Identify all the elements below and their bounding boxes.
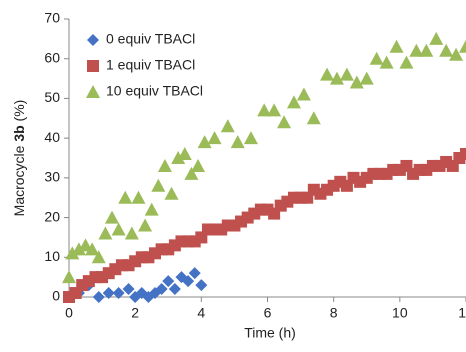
x-tick-label: 12 (458, 305, 466, 321)
marker-diamond (87, 34, 99, 46)
marker-diamond (122, 283, 135, 296)
legend-label: 0 equiv TBACl (106, 31, 195, 47)
marker-triangle (184, 166, 199, 180)
marker-diamond (182, 275, 195, 288)
marker-triangle (118, 190, 133, 204)
marker-triangle (105, 210, 120, 224)
y-tick-label: 40 (44, 129, 60, 145)
marker-triangle (197, 135, 212, 149)
marker-triangle (86, 85, 100, 98)
y-tick-label: 20 (44, 208, 60, 224)
marker-triangle (369, 51, 384, 65)
marker-triangle (277, 115, 292, 129)
y-label-part: (%) (11, 100, 27, 126)
y-tick-label: 60 (44, 49, 60, 65)
marker-triangle (191, 158, 206, 172)
y-tick-label: 30 (44, 169, 60, 185)
marker-triangle (157, 158, 172, 172)
marker-diamond (92, 291, 105, 303)
marker-square (149, 247, 162, 260)
marker-triangle (78, 238, 93, 252)
marker-square (460, 148, 466, 161)
marker-triangle (177, 147, 192, 161)
marker-triangle (220, 119, 235, 133)
marker-triangle (349, 75, 364, 89)
x-tick-label: 10 (392, 305, 408, 321)
marker-triangle (320, 67, 335, 81)
marker-triangle (449, 47, 464, 61)
marker-triangle (151, 178, 166, 192)
marker-triangle (124, 226, 139, 240)
x-axis-label: Time (h) (244, 325, 296, 341)
marker-square (135, 251, 148, 264)
marker-square (142, 251, 155, 264)
marker-triangle (389, 39, 404, 53)
y-label-part: 3b (11, 125, 27, 141)
marker-triangle (230, 135, 245, 149)
y-tick-label: 70 (44, 10, 60, 26)
marker-triangle (399, 55, 414, 69)
marker-diamond (112, 287, 125, 300)
marker-triangle (267, 103, 282, 117)
x-tick-label: 2 (131, 305, 139, 321)
marker-triangle (98, 226, 113, 240)
marker-diamond (195, 279, 208, 292)
marker-triangle (429, 31, 444, 45)
marker-triangle (243, 131, 258, 145)
marker-triangle (171, 151, 186, 164)
marker-diamond (102, 287, 115, 300)
marker-triangle (296, 87, 311, 101)
marker-triangle (409, 43, 424, 57)
marker-triangle (306, 111, 321, 125)
y-label-part: Macrocycle (11, 142, 27, 217)
x-tick-label: 6 (264, 305, 272, 321)
x-tick-label: 4 (197, 305, 205, 321)
x-tick-label: 0 (65, 305, 73, 321)
y-axis-label: Macrocycle 3b (%) (11, 100, 27, 217)
marker-triangle (439, 43, 454, 57)
marker-diamond (168, 283, 181, 296)
marker-diamond (188, 267, 201, 280)
marker-triangle (85, 242, 100, 256)
marker-square (87, 60, 99, 72)
marker-triangle (91, 250, 106, 264)
x-tick-label: 8 (330, 305, 338, 321)
legend-label: 1 equiv TBACl (106, 57, 195, 73)
marker-triangle (65, 246, 80, 260)
marker-triangle (419, 43, 434, 57)
marker-triangle (207, 131, 222, 145)
y-tick-label: 50 (44, 89, 60, 105)
marker-triangle (286, 95, 301, 109)
marker-triangle (459, 39, 466, 53)
y-tick-label: 0 (52, 288, 60, 304)
marker-triangle (131, 190, 146, 204)
marker-triangle (144, 202, 159, 216)
marker-triangle (379, 55, 394, 69)
marker-triangle (111, 222, 126, 236)
marker-triangle (138, 218, 153, 232)
marker-triangle (359, 71, 374, 85)
legend-label: 10 equiv TBACl (106, 83, 203, 99)
marker-triangle (164, 186, 179, 200)
marker-triangle (62, 270, 76, 284)
marker-triangle (339, 67, 354, 81)
marker-diamond (155, 283, 168, 296)
marker-triangle (257, 103, 272, 117)
marker-triangle (329, 71, 344, 85)
y-tick-label: 10 (44, 248, 60, 264)
marker-diamond (162, 275, 175, 288)
marker-triangle (71, 242, 86, 256)
